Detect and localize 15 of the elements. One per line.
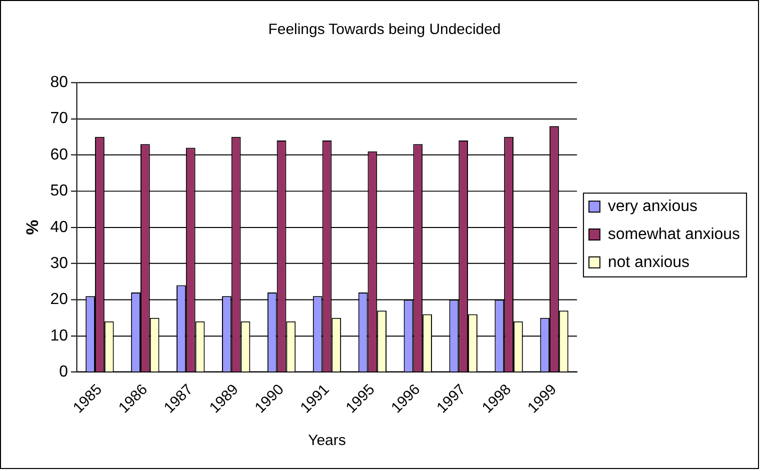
y-tick-label: 70	[50, 110, 68, 128]
y-tick-label: 60	[50, 146, 68, 164]
y-tick-label: 80	[50, 74, 68, 92]
chart-title: Feelings Towards being Undecided	[268, 21, 501, 38]
legend-label: very anxious	[608, 198, 698, 216]
legend-label: somewhat anxious	[608, 226, 740, 243]
y-tick-label: 20	[50, 291, 68, 308]
y-tick-label: 40	[50, 218, 68, 236]
y-tick-label: 30	[50, 254, 68, 272]
x-axis-title: Years	[308, 432, 346, 450]
legend-label: not anxious	[608, 254, 690, 271]
y-tick-label: 0	[59, 363, 68, 380]
y-axis-title: %	[22, 220, 42, 235]
y-tick-label: 50	[50, 182, 68, 200]
y-tick-label: 10	[50, 327, 68, 344]
